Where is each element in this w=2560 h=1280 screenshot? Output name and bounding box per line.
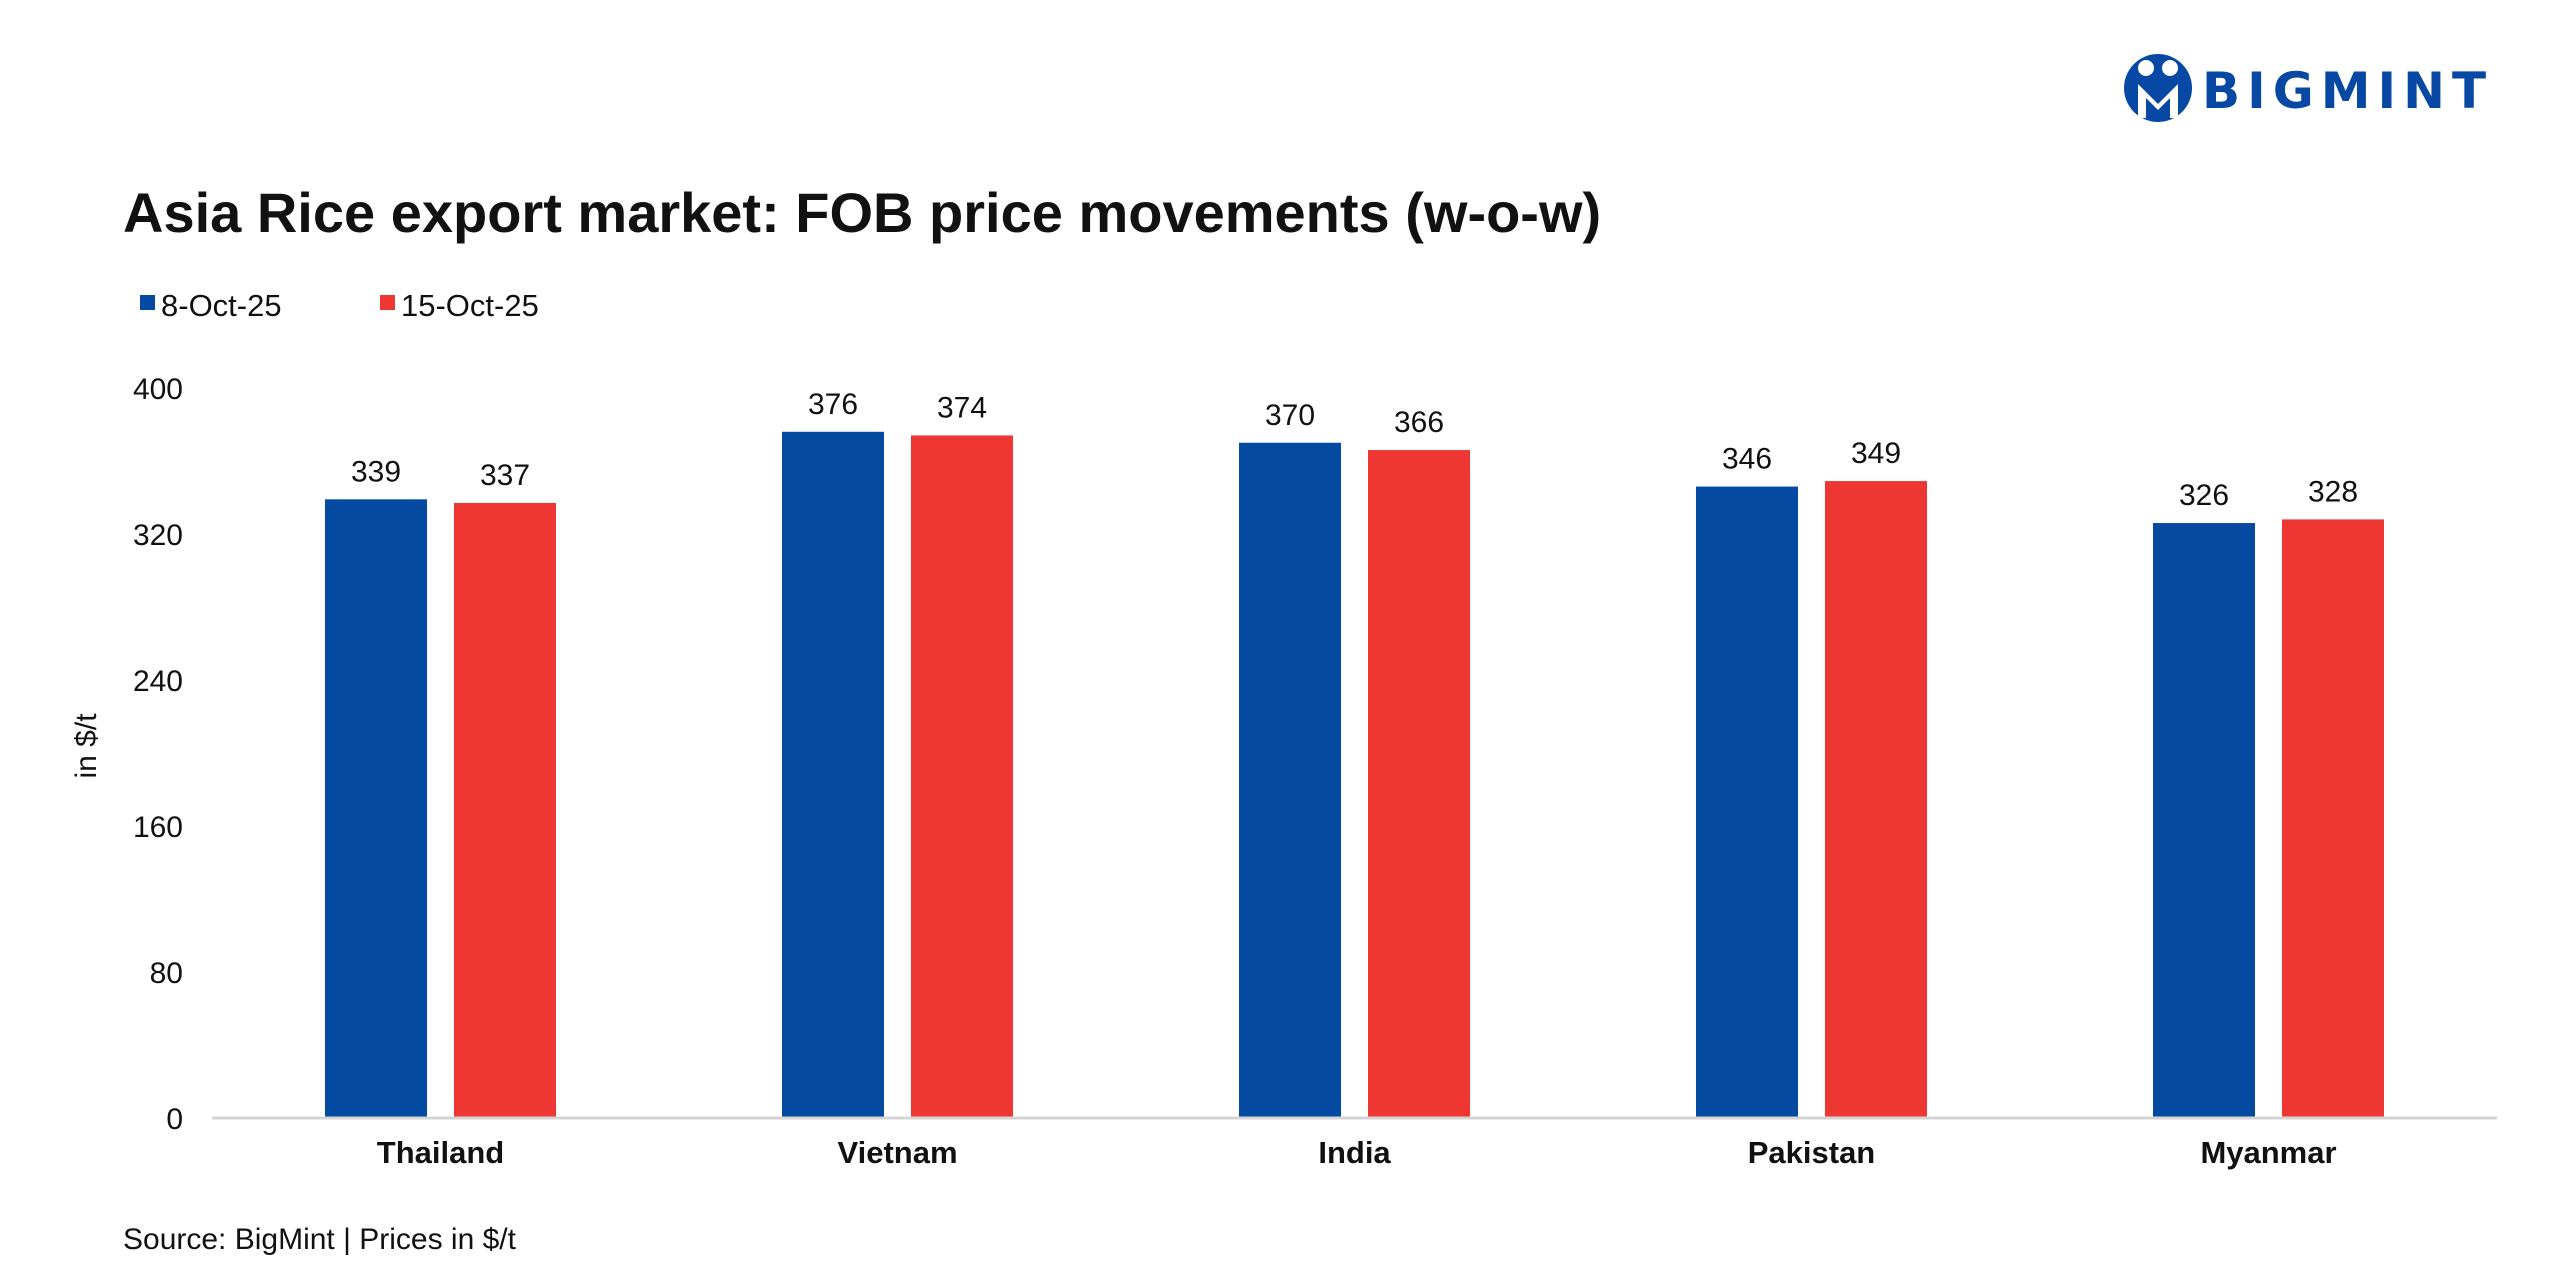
data-label: 337 [480,459,530,492]
bar-myanmar-series-1 [2153,523,2255,1118]
category-labels: Thailand Vietnam India Pakistan Myanmar [377,1135,2337,1170]
bigmint-logo: BIGMINT [2124,54,2493,122]
legend-swatch [140,295,155,310]
y-tick-label: 160 [133,811,183,844]
legend: 8-Oct-25 15-Oct-25 [140,288,539,323]
logo-emblem-head-right [2162,60,2178,76]
y-axis-ticks: 0 80 160 240 320 400 [133,373,183,1136]
bar-india-series-2 [1368,450,1470,1118]
bar-myanmar-series-2 [2282,519,2384,1118]
y-tick-label: 0 [166,1103,183,1136]
y-axis-title: in $/t [70,713,103,779]
data-label: 328 [2308,475,2358,508]
logo-emblem-head-left [2138,60,2154,76]
legend-swatch [380,295,395,310]
category-label-myanmar: Myanmar [2200,1135,2336,1170]
y-tick-label: 80 [150,957,183,990]
data-label: 374 [937,391,987,424]
legend-label: 8-Oct-25 [161,288,282,323]
logo-emblem-circle [2124,54,2192,122]
data-label: 370 [1265,399,1315,432]
data-label: 346 [1722,443,1772,476]
data-label: 376 [808,388,858,421]
y-tick-label: 240 [133,665,183,698]
legend-label: 15-Oct-25 [401,288,539,323]
chart-title: Asia Rice export market: FOB price movem… [123,181,1601,244]
bar-pakistan-series-1 [1696,486,1798,1118]
y-tick-label: 400 [133,373,183,406]
source-note: Source: BigMint | Prices in $/t [123,1223,517,1256]
bars: 339 337 376 374 370 366 346 349 326 328 [325,388,2384,1119]
bar-vietnam-series-1 [782,431,884,1118]
category-label-vietnam: Vietnam [837,1135,957,1170]
category-label-thailand: Thailand [377,1135,504,1170]
logo-emblem-figures [2138,84,2178,118]
bar-vietnam-series-2 [911,435,1013,1118]
logo-text: BIGMINT [2202,62,2493,120]
bar-thailand-series-1 [325,499,427,1118]
data-label: 349 [1851,437,1901,470]
data-label: 366 [1394,406,1444,439]
bar-thailand-series-2 [454,502,556,1119]
category-label-india: India [1318,1135,1391,1170]
data-label: 326 [2179,479,2229,512]
y-tick-label: 320 [133,519,183,552]
bar-india-series-1 [1239,442,1341,1118]
data-label: 339 [351,455,401,488]
category-label-pakistan: Pakistan [1748,1135,1876,1170]
bar-pakistan-series-2 [1825,481,1927,1118]
